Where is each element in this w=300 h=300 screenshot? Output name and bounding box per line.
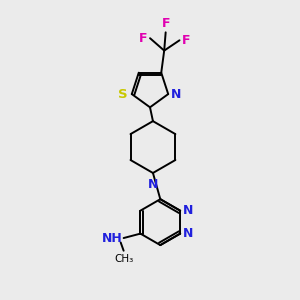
Text: CH₃: CH₃ bbox=[114, 254, 133, 264]
Text: F: F bbox=[139, 32, 148, 45]
Text: N: N bbox=[171, 88, 181, 100]
Text: F: F bbox=[182, 34, 190, 47]
Text: NH: NH bbox=[101, 232, 122, 245]
Text: F: F bbox=[161, 17, 170, 30]
Text: N: N bbox=[183, 204, 193, 217]
Text: S: S bbox=[118, 88, 128, 100]
Text: N: N bbox=[148, 178, 158, 191]
Text: N: N bbox=[183, 227, 193, 240]
